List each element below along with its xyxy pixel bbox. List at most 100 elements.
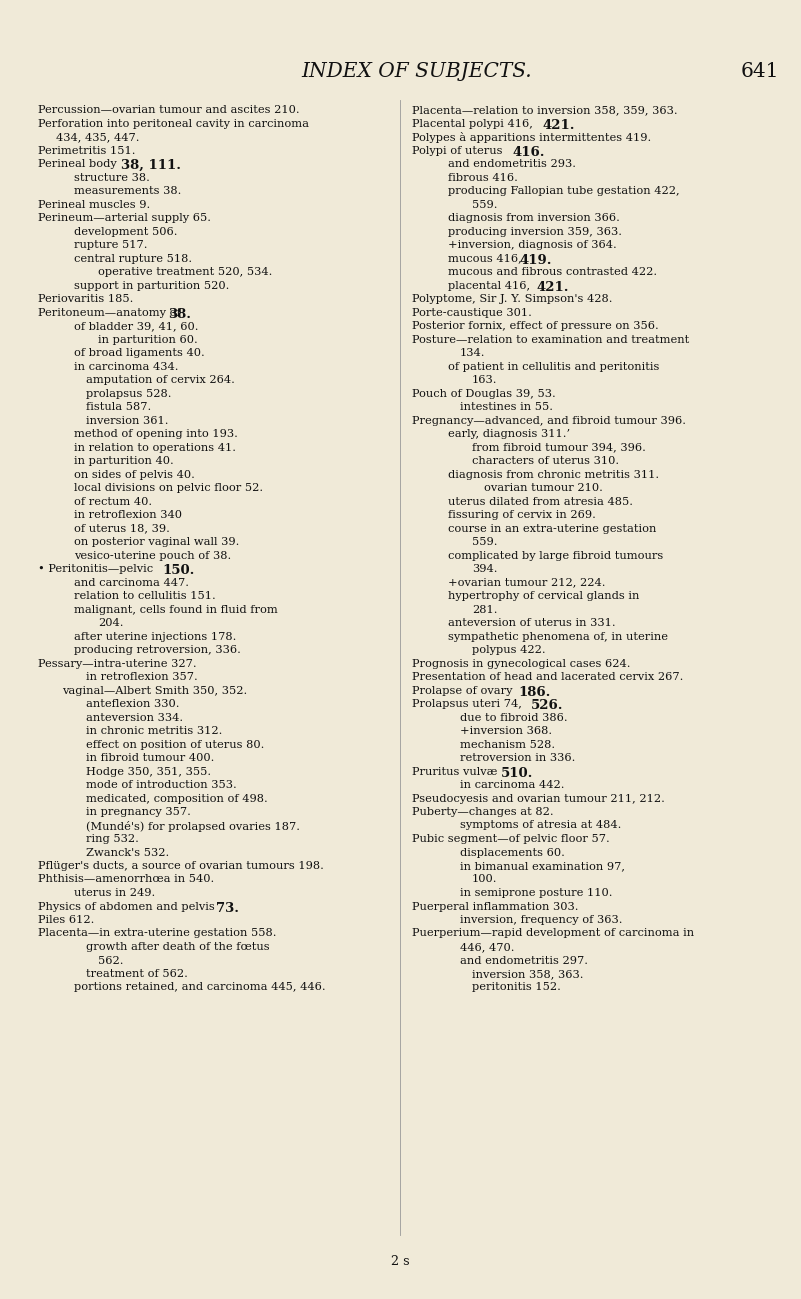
Text: 38, 111.: 38, 111. xyxy=(121,158,181,171)
Text: 281.: 281. xyxy=(472,604,497,614)
Text: +ovarian tumour 212, 224.: +ovarian tumour 212, 224. xyxy=(448,578,606,587)
Text: and endometritis 293.: and endometritis 293. xyxy=(448,158,576,169)
Text: 204.: 204. xyxy=(98,618,123,627)
Text: 419.: 419. xyxy=(519,253,552,266)
Text: 38.: 38. xyxy=(168,308,191,321)
Text: of broad ligaments 40.: of broad ligaments 40. xyxy=(74,348,205,359)
Text: due to fibroid 386.: due to fibroid 386. xyxy=(460,712,568,722)
Text: 150.: 150. xyxy=(163,564,195,577)
Text: characters of uterus 310.: characters of uterus 310. xyxy=(472,456,619,466)
Text: inversion 361.: inversion 361. xyxy=(86,416,168,426)
Text: • Peritonitis—pelvic: • Peritonitis—pelvic xyxy=(38,564,157,574)
Text: from fibroid tumour 394, 396.: from fibroid tumour 394, 396. xyxy=(472,443,646,452)
Text: Pouch of Douglas 39, 53.: Pouch of Douglas 39, 53. xyxy=(412,388,556,399)
Text: diagnosis from chronic metritis 311.: diagnosis from chronic metritis 311. xyxy=(448,469,659,479)
Text: Prolapsus uteri 74,: Prolapsus uteri 74, xyxy=(412,699,525,709)
Text: peritonitis 152.: peritonitis 152. xyxy=(472,982,561,992)
Text: Puerperal inflammation 303.: Puerperal inflammation 303. xyxy=(412,902,578,912)
Text: polypus 422.: polypus 422. xyxy=(472,646,545,655)
Text: relation to cellulitis 151.: relation to cellulitis 151. xyxy=(74,591,215,601)
Text: 559.: 559. xyxy=(472,536,497,547)
Text: in retroflexion 357.: in retroflexion 357. xyxy=(86,672,198,682)
Text: Pruritus vulvæ: Pruritus vulvæ xyxy=(412,766,501,777)
Text: fistula 587.: fistula 587. xyxy=(86,401,151,412)
Text: Prolapse of ovary: Prolapse of ovary xyxy=(412,686,516,695)
Text: in pregnancy 357.: in pregnancy 357. xyxy=(86,807,191,817)
Text: Phthisis—amenorrhœa in 540.: Phthisis—amenorrhœa in 540. xyxy=(38,874,214,885)
Text: Polypes à apparitions intermittentes 419.: Polypes à apparitions intermittentes 419… xyxy=(412,132,651,143)
Text: measurements 38.: measurements 38. xyxy=(74,186,181,196)
Text: of uterus 18, 39.: of uterus 18, 39. xyxy=(74,523,170,534)
Text: +inversion, diagnosis of 364.: +inversion, diagnosis of 364. xyxy=(448,240,617,249)
Text: 641: 641 xyxy=(740,62,779,81)
Text: 562.: 562. xyxy=(98,956,123,965)
Text: INDEX OF SUBJECTS.: INDEX OF SUBJECTS. xyxy=(301,62,532,81)
Text: symptoms of atresia at 484.: symptoms of atresia at 484. xyxy=(460,821,622,830)
Text: anteversion 334.: anteversion 334. xyxy=(86,712,183,722)
Text: uterus in 249.: uterus in 249. xyxy=(74,889,155,898)
Text: ring 532.: ring 532. xyxy=(86,834,139,844)
Text: 434, 435, 447.: 434, 435, 447. xyxy=(56,132,139,142)
Text: Pubic segment—of pelvic floor 57.: Pubic segment—of pelvic floor 57. xyxy=(412,834,610,844)
Text: and carcinoma 447.: and carcinoma 447. xyxy=(74,578,189,587)
Text: Hodge 350, 351, 355.: Hodge 350, 351, 355. xyxy=(86,766,211,777)
Text: uterus dilated from atresia 485.: uterus dilated from atresia 485. xyxy=(448,496,633,507)
Text: 2 s: 2 s xyxy=(391,1255,410,1268)
Text: complicated by large fibroid tumours: complicated by large fibroid tumours xyxy=(448,551,663,560)
Text: central rupture 518.: central rupture 518. xyxy=(74,253,192,264)
Text: of rectum 40.: of rectum 40. xyxy=(74,496,152,507)
Text: Perineal muscles 9.: Perineal muscles 9. xyxy=(38,200,151,209)
Text: Placenta—relation to inversion 358, 359, 363.: Placenta—relation to inversion 358, 359,… xyxy=(412,105,678,116)
Text: 163.: 163. xyxy=(472,375,497,385)
Text: 416.: 416. xyxy=(513,145,545,158)
Text: mucous 416,: mucous 416, xyxy=(448,253,525,264)
Text: of bladder 39, 41, 60.: of bladder 39, 41, 60. xyxy=(74,321,199,331)
Text: Pregnancy—advanced, and fibroid tumour 396.: Pregnancy—advanced, and fibroid tumour 3… xyxy=(412,416,686,426)
Text: 510.: 510. xyxy=(501,766,533,779)
Text: and endometritis 297.: and endometritis 297. xyxy=(460,956,588,965)
Text: amputation of cervix 264.: amputation of cervix 264. xyxy=(86,375,235,385)
Text: producing Fallopian tube gestation 422,: producing Fallopian tube gestation 422, xyxy=(448,186,679,196)
Text: malignant, cells found in fluid from: malignant, cells found in fluid from xyxy=(74,604,278,614)
Text: 134.: 134. xyxy=(460,348,485,359)
Text: in parturition 60.: in parturition 60. xyxy=(98,335,198,344)
Text: retroversion in 336.: retroversion in 336. xyxy=(460,753,575,763)
Text: 186.: 186. xyxy=(518,686,551,699)
Text: Placental polypi 416,: Placental polypi 416, xyxy=(412,118,537,129)
Text: in semiprone posture 110.: in semiprone posture 110. xyxy=(460,889,613,898)
Text: fibrous 416.: fibrous 416. xyxy=(448,173,518,182)
Text: Pessary—intra-uterine 327.: Pessary—intra-uterine 327. xyxy=(38,659,196,669)
Text: +inversion 368.: +inversion 368. xyxy=(460,726,552,737)
Text: in carcinoma 442.: in carcinoma 442. xyxy=(460,779,565,790)
Text: Porte-caustique 301.: Porte-caustique 301. xyxy=(412,308,532,317)
Text: in fibroid tumour 400.: in fibroid tumour 400. xyxy=(86,753,215,763)
Text: portions retained, and carcinoma 445, 446.: portions retained, and carcinoma 445, 44… xyxy=(74,982,326,992)
Text: Perineum—arterial supply 65.: Perineum—arterial supply 65. xyxy=(38,213,211,223)
Text: mucous and fibrous contrasted 422.: mucous and fibrous contrasted 422. xyxy=(448,268,657,277)
Text: Puberty—changes at 82.: Puberty—changes at 82. xyxy=(412,807,553,817)
Text: in retroflexion 340: in retroflexion 340 xyxy=(74,511,182,520)
Text: 446, 470.: 446, 470. xyxy=(460,942,514,952)
Text: anteflexion 330.: anteflexion 330. xyxy=(86,699,179,709)
Text: after uterine injections 178.: after uterine injections 178. xyxy=(74,631,236,642)
Text: placental 416,: placental 416, xyxy=(448,281,533,291)
Text: mechanism 528.: mechanism 528. xyxy=(460,739,555,750)
Text: prolapsus 528.: prolapsus 528. xyxy=(86,388,171,399)
Text: on sides of pelvis 40.: on sides of pelvis 40. xyxy=(74,469,195,479)
Text: in parturition 40.: in parturition 40. xyxy=(74,456,174,466)
Text: Pflüger's ducts, a source of ovarian tumours 198.: Pflüger's ducts, a source of ovarian tum… xyxy=(38,861,324,872)
Text: displacements 60.: displacements 60. xyxy=(460,847,565,857)
Text: Presentation of head and lacerated cervix 267.: Presentation of head and lacerated cervi… xyxy=(412,672,683,682)
Text: Zwanck's 532.: Zwanck's 532. xyxy=(86,847,169,857)
Text: development 506.: development 506. xyxy=(74,226,178,236)
Text: sympathetic phenomena of, in uterine: sympathetic phenomena of, in uterine xyxy=(448,631,668,642)
Text: 100.: 100. xyxy=(472,874,497,885)
Text: inversion, frequency of 363.: inversion, frequency of 363. xyxy=(460,914,622,925)
Text: Polyptome, Sir J. Y. Simpson's 428.: Polyptome, Sir J. Y. Simpson's 428. xyxy=(412,294,613,304)
Text: in relation to operations 41.: in relation to operations 41. xyxy=(74,443,236,452)
Text: Perineal body: Perineal body xyxy=(38,158,120,169)
Text: Physics of abdomen and pelvis: Physics of abdomen and pelvis xyxy=(38,902,219,912)
Text: Percussion—ovarian tumour and ascites 210.: Percussion—ovarian tumour and ascites 21… xyxy=(38,105,300,116)
Text: vaginal—Albert Smith 350, 352.: vaginal—Albert Smith 350, 352. xyxy=(62,686,248,695)
Text: 526.: 526. xyxy=(530,699,563,712)
